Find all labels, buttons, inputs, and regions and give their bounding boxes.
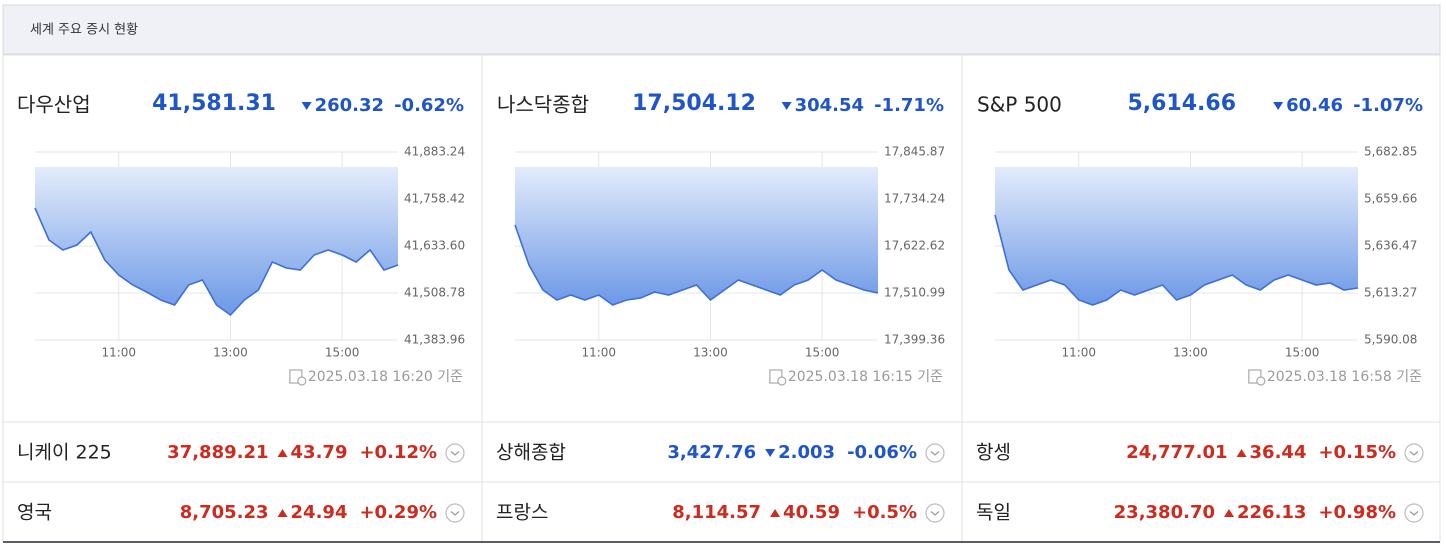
- chevron: [930, 511, 940, 516]
- clock-icon: [777, 376, 787, 386]
- y-tick-label: 17,845.87: [884, 145, 945, 159]
- x-tick-label: 11:00: [581, 346, 616, 360]
- clock-icon: [297, 376, 307, 386]
- change-pct: +0.29%: [359, 502, 437, 523]
- index-price: 41,581.31: [152, 91, 276, 116]
- y-tick-label: 41,758.42: [404, 192, 465, 206]
- index-name: 나스닥종합: [497, 93, 589, 117]
- change-value: 36.44: [1250, 442, 1307, 463]
- change-pct: +0.5%: [852, 502, 917, 523]
- up-arrow: [1236, 449, 1247, 457]
- down-arrow: [765, 449, 776, 457]
- index-name: 항셍: [976, 442, 1011, 464]
- y-tick-label: 41,883.24: [404, 145, 465, 159]
- price-line: [34, 207, 399, 317]
- index-price: 3,427.76: [667, 442, 756, 463]
- timestamp: 2025.03.18 16:58 기준: [1267, 369, 1422, 385]
- expand-button[interactable]: [1404, 443, 1424, 463]
- index-name: 영국: [17, 502, 52, 524]
- up-arrow: [1224, 509, 1234, 517]
- up-arrow: [277, 449, 288, 457]
- y-tick-label: 5,613.27: [1364, 286, 1417, 300]
- y-tick-label: 17,399.36: [884, 333, 945, 347]
- y-tick-label: 5,636.47: [1364, 238, 1417, 252]
- price-line: [994, 214, 1359, 306]
- chevron: [1409, 451, 1419, 456]
- change-value: 60.46: [1286, 95, 1343, 116]
- up-arrow: [277, 509, 288, 517]
- y-tick-label: 17,510.99: [884, 285, 945, 299]
- price-line: [514, 224, 879, 306]
- index-name: 니케이 225: [17, 442, 112, 464]
- chevron: [450, 511, 460, 516]
- change-pct: -1.07%: [1353, 95, 1423, 116]
- y-tick-label: 41,508.78: [404, 286, 465, 300]
- index-price: 37,889.21: [167, 442, 268, 463]
- chevron: [930, 451, 940, 456]
- y-tick-label: 5,659.66: [1364, 191, 1417, 205]
- index-name: 다우산업: [17, 93, 91, 117]
- change-value: 260.32: [315, 95, 384, 116]
- timestamp: 2025.03.18 16:15 기준: [788, 369, 943, 385]
- change-pct: +0.12%: [359, 442, 437, 463]
- area-fill: [995, 167, 1358, 305]
- expand-button[interactable]: [1404, 503, 1424, 523]
- index-price: 5,614.66: [1127, 91, 1236, 116]
- change-pct: +0.98%: [1318, 502, 1396, 523]
- change-pct: +0.15%: [1318, 442, 1396, 463]
- index-name: 프랑스: [496, 502, 548, 524]
- change-value: 304.54: [795, 95, 864, 116]
- index-price: 23,380.70: [1114, 502, 1215, 523]
- x-tick-label: 11:00: [101, 346, 136, 360]
- x-tick-label: 13:00: [1173, 346, 1208, 360]
- y-tick-label: 41,383.96: [404, 333, 465, 347]
- y-tick-label: 5,590.08: [1364, 333, 1417, 347]
- expand-button[interactable]: [925, 503, 945, 523]
- index-name: 독일: [976, 502, 1011, 524]
- change-value: 226.13: [1237, 502, 1306, 523]
- y-tick-label: 17,622.62: [884, 238, 945, 252]
- header-bar: [2, 4, 1441, 55]
- expand-button[interactable]: [925, 443, 945, 463]
- index-name: S&P 500: [977, 93, 1062, 117]
- chevron: [450, 451, 460, 456]
- up-arrow: [770, 509, 781, 517]
- area-fill: [35, 167, 398, 315]
- down-arrow: [781, 102, 792, 110]
- change-pct: -0.62%: [394, 95, 464, 116]
- area-fill: [515, 167, 878, 305]
- down-arrow: [1273, 102, 1284, 110]
- y-tick-label: 41,633.60: [404, 239, 465, 253]
- change-pct: -0.06%: [847, 442, 917, 463]
- expand-button[interactable]: [445, 503, 465, 523]
- timestamp: 2025.03.18 16:20 기준: [308, 369, 463, 385]
- change-value: 2.003: [778, 442, 835, 463]
- x-tick-label: 15:00: [325, 346, 360, 360]
- y-tick-label: 17,734.24: [884, 192, 945, 206]
- y-tick-label: 5,682.85: [1364, 145, 1417, 159]
- change-value: 40.59: [783, 502, 840, 523]
- change-value: 24.94: [291, 502, 348, 523]
- index-price: 8,705.23: [180, 502, 269, 523]
- clock-icon: [1256, 376, 1266, 386]
- x-tick-label: 13:00: [213, 346, 248, 360]
- expand-button[interactable]: [445, 443, 465, 463]
- header-title: 세계 주요 증시 현황: [30, 23, 138, 38]
- x-tick-label: 15:00: [805, 346, 840, 360]
- change-value: 43.79: [291, 442, 348, 463]
- x-tick-label: 11:00: [1061, 346, 1096, 360]
- down-arrow: [301, 102, 312, 110]
- chevron: [1409, 511, 1419, 516]
- x-tick-label: 15:00: [1285, 346, 1320, 360]
- index-price: 8,114.57: [672, 502, 761, 523]
- x-tick-label: 13:00: [693, 346, 728, 360]
- index-price: 24,777.01: [1126, 442, 1227, 463]
- change-pct: -1.71%: [874, 95, 944, 116]
- index-name: 상해종합: [496, 442, 566, 464]
- index-price: 17,504.12: [632, 91, 756, 116]
